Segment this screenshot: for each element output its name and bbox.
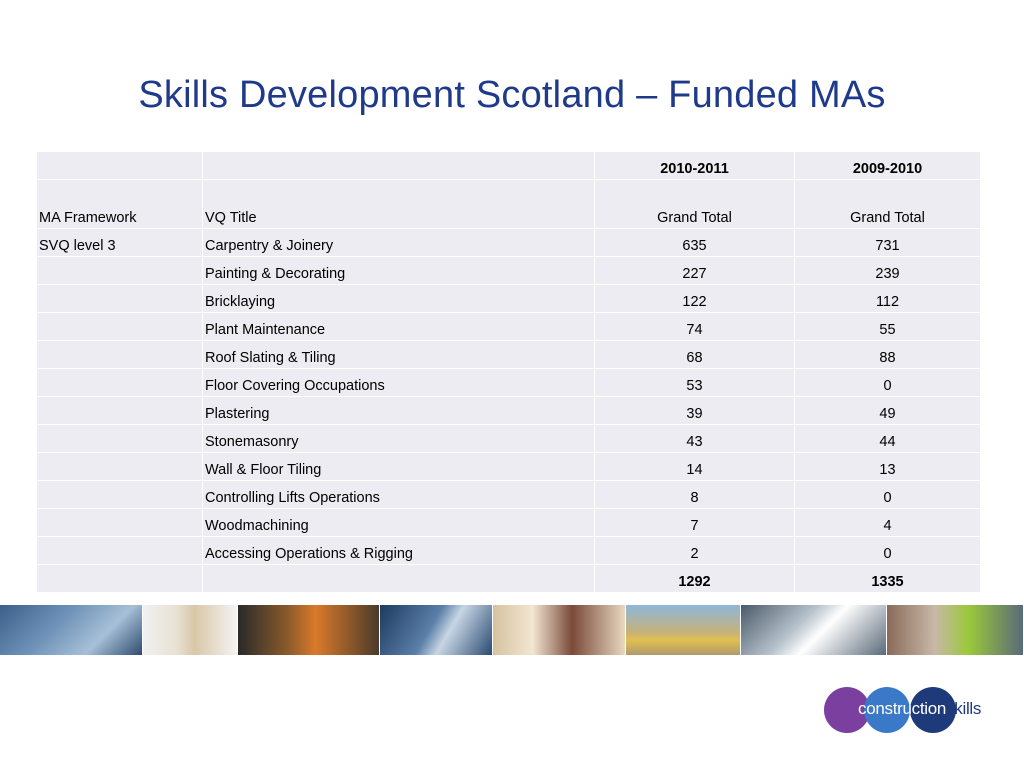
ma-framework-cell: SVQ level 3	[36, 228, 203, 257]
ma-framework-cell	[36, 424, 203, 453]
ma-framework-cell	[36, 368, 203, 397]
table-row: SVQ level 3 Carpentry & Joinery 635 731	[36, 228, 981, 257]
table-row: Controlling Lifts Operations 8 0	[36, 480, 981, 509]
value-2010-2011-cell: 39	[594, 396, 795, 425]
vq-title-cell: Stonemasonry	[202, 424, 595, 453]
photo-strip	[0, 605, 1024, 655]
workers-site-photo	[238, 605, 380, 655]
ma-framework-cell	[36, 284, 203, 313]
value-2010-2011-cell: 53	[594, 368, 795, 397]
vq-title-cell: Plant Maintenance	[202, 312, 595, 341]
column-label-vq-title: VQ Title	[202, 179, 595, 229]
constructionskills-logo: constructionskills	[824, 687, 1004, 733]
total-row: 1292 1335	[36, 564, 981, 593]
value-2009-2010-cell: 13	[794, 452, 981, 481]
tradesman-photo	[887, 605, 1024, 655]
column-label-grand-total: Grand Total	[794, 179, 981, 229]
value-2009-2010-cell: 4	[794, 508, 981, 537]
ma-framework-cell	[36, 396, 203, 425]
value-2010-2011-cell: 14	[594, 452, 795, 481]
value-2010-2011-cell: 227	[594, 256, 795, 285]
ma-framework-cell	[36, 480, 203, 509]
column-label-ma-framework: MA Framework	[36, 179, 203, 229]
value-2010-2011-cell: 74	[594, 312, 795, 341]
column-label-grand-total: Grand Total	[594, 179, 795, 229]
value-2009-2010-cell: 112	[794, 284, 981, 313]
value-2010-2011-cell: 122	[594, 284, 795, 313]
value-2009-2010-cell: 0	[794, 480, 981, 509]
ma-framework-cell	[36, 340, 203, 369]
total-framework-cell	[36, 564, 203, 593]
vq-title-cell: Accessing Operations & Rigging	[202, 536, 595, 565]
year-header-cell	[36, 151, 203, 180]
value-2009-2010-cell: 731	[794, 228, 981, 257]
ma-framework-cell	[36, 536, 203, 565]
total-2010-2011: 1292	[594, 564, 795, 593]
table-row: Bricklaying 122 112	[36, 284, 981, 313]
vq-title-cell: Carpentry & Joinery	[202, 228, 595, 257]
vq-title-cell: Floor Covering Occupations	[202, 368, 595, 397]
vq-title-cell: Controlling Lifts Operations	[202, 480, 595, 509]
table-row: Roof Slating & Tiling 68 88	[36, 340, 981, 369]
funded-mas-table: 2010-2011 2009-2010 MA Framework VQ Titl…	[36, 151, 981, 593]
building-glass-photo	[0, 605, 143, 655]
ma-framework-cell	[36, 452, 203, 481]
value-2009-2010-cell: 0	[794, 368, 981, 397]
ma-framework-cell	[36, 508, 203, 537]
logo-circle-purple	[824, 687, 870, 733]
value-2009-2010-cell: 55	[794, 312, 981, 341]
year-header-row: 2010-2011 2009-2010	[36, 151, 981, 180]
value-2010-2011-cell: 2	[594, 536, 795, 565]
table-row: Wall & Floor Tiling 14 13	[36, 452, 981, 481]
value-2009-2010-cell: 88	[794, 340, 981, 369]
value-2010-2011-cell: 8	[594, 480, 795, 509]
value-2009-2010-cell: 0	[794, 536, 981, 565]
students-photo	[143, 605, 238, 655]
vq-title-cell: Painting & Decorating	[202, 256, 595, 285]
value-2009-2010-cell: 49	[794, 396, 981, 425]
table-row: Floor Covering Occupations 53 0	[36, 368, 981, 397]
vq-title-cell: Plastering	[202, 396, 595, 425]
logo-wordmark: constructionskills	[858, 699, 981, 719]
value-2010-2011-cell: 68	[594, 340, 795, 369]
digger-site-photo	[626, 605, 741, 655]
vq-title-cell: Woodmachining	[202, 508, 595, 537]
ma-framework-cell	[36, 312, 203, 341]
year-header-2010-2011: 2010-2011	[594, 151, 795, 180]
value-2010-2011-cell: 635	[594, 228, 795, 257]
slide-title: Skills Development Scotland – Funded MAs	[138, 74, 886, 116]
table-row: Stonemasonry 43 44	[36, 424, 981, 453]
glass-facade-photo	[380, 605, 493, 655]
table-row: Plant Maintenance 74 55	[36, 312, 981, 341]
office-meeting-photo	[493, 605, 626, 655]
total-2009-2010: 1335	[794, 564, 981, 593]
table-row: Accessing Operations & Rigging 2 0	[36, 536, 981, 565]
column-label-row: MA Framework VQ Title Grand Total Grand …	[36, 179, 981, 229]
vq-title-cell: Wall & Floor Tiling	[202, 452, 595, 481]
value-2009-2010-cell: 239	[794, 256, 981, 285]
table-row: Painting & Decorating 227 239	[36, 256, 981, 285]
logo-text-skills: skills	[946, 699, 982, 718]
vq-title-cell: Bricklaying	[202, 284, 595, 313]
table-row: Woodmachining 7 4	[36, 508, 981, 537]
logo-circle-blue	[864, 687, 910, 733]
table-row: Plastering 39 49	[36, 396, 981, 425]
logo-circle-navy	[910, 687, 956, 733]
value-2010-2011-cell: 43	[594, 424, 795, 453]
ma-framework-cell	[36, 256, 203, 285]
vq-title-cell: Roof Slating & Tiling	[202, 340, 595, 369]
value-2009-2010-cell: 44	[794, 424, 981, 453]
total-title-cell	[202, 564, 595, 593]
table-body: SVQ level 3 Carpentry & Joinery 635 731 Pain…	[36, 228, 981, 565]
value-2010-2011-cell: 7	[594, 508, 795, 537]
logo-text-construction: construction	[858, 699, 947, 718]
spiral-stair-photo	[741, 605, 887, 655]
year-header-cell	[202, 151, 595, 180]
year-header-2009-2010: 2009-2010	[794, 151, 981, 180]
